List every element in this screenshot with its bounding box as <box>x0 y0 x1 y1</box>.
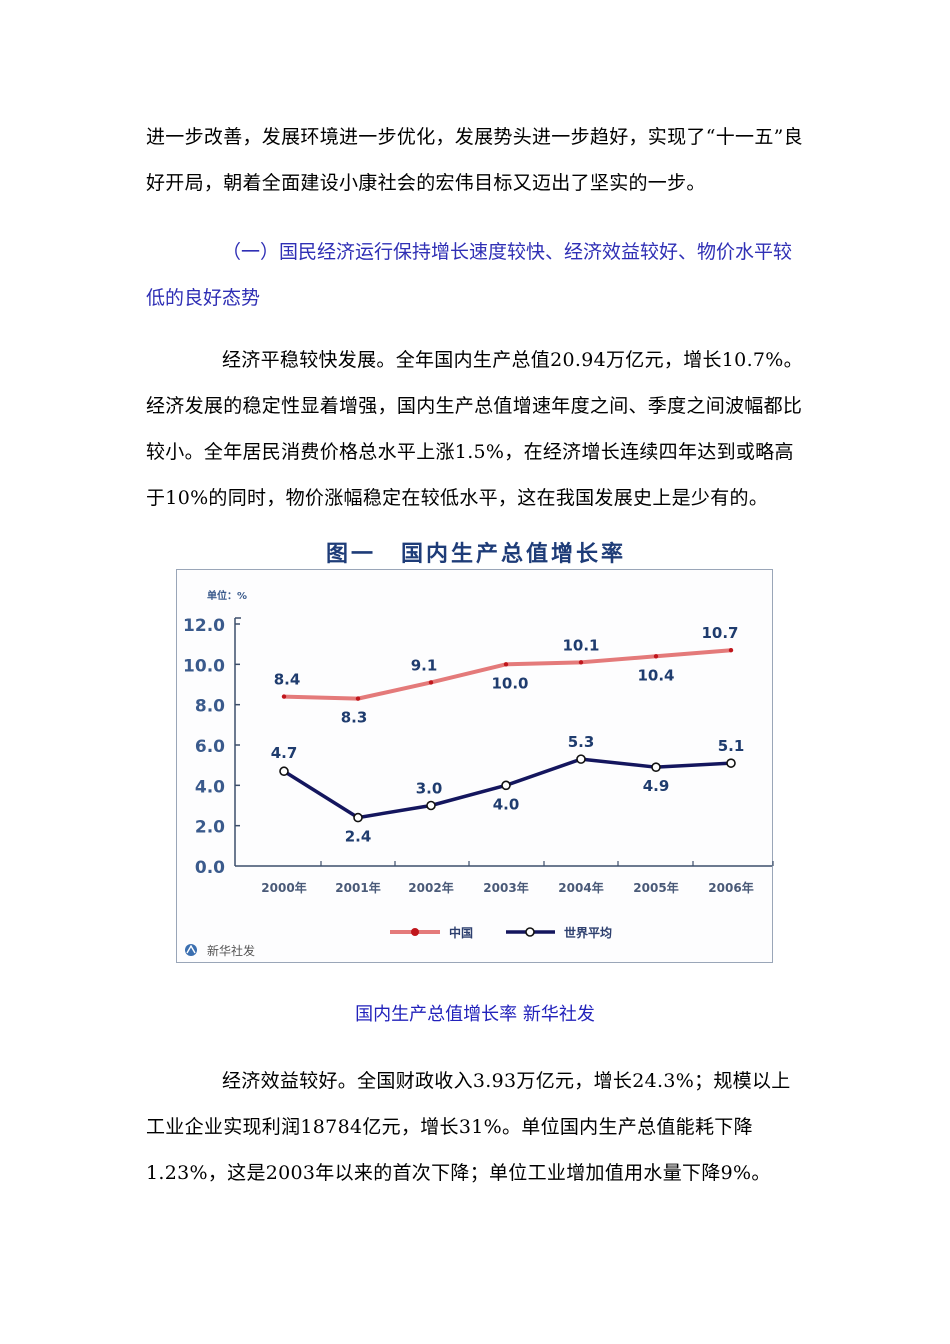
x-tick-label: 2000年 <box>261 880 306 895</box>
china-value-label: 10.4 <box>637 666 674 684</box>
legend-china-label: 中国 <box>449 925 473 940</box>
world-value-label: 4.0 <box>493 795 520 813</box>
china-marker <box>428 680 434 685</box>
section-heading: （一）国民经济运行保持增长速度较快、经济效益较好、物价水平较低的良好态势 <box>146 241 793 309</box>
china-marker <box>503 662 509 667</box>
world-value-label: 5.1 <box>718 737 745 755</box>
world-marker <box>353 812 363 823</box>
efficiency-paragraph: 经济效益较好。全国财政收入3.93万亿元，增长24.3%；规模以上工业企业实现利… <box>146 1070 791 1184</box>
x-tick-label: 2002年 <box>408 880 453 895</box>
x-tick-label: 2001年 <box>335 880 380 895</box>
y-tick-label: 6.0 <box>195 737 225 757</box>
world-value-label: 2.4 <box>345 828 372 846</box>
source-label: 新华社发 <box>207 943 255 958</box>
world-value-label: 5.3 <box>568 733 595 751</box>
chart-canvas: 单位：% 0.0 2.0 4.0 6.0 8.0 10.0 12.0 2000年 2001年 200… <box>183 589 774 958</box>
world-marker <box>651 762 661 772</box>
y-tick-label: 0.0 <box>195 858 225 878</box>
china-marker <box>728 648 734 653</box>
china-value-label: 10.0 <box>491 674 528 692</box>
y-tick-label: 10.0 <box>183 656 225 676</box>
china-value-label: 9.1 <box>411 656 438 674</box>
world-marker <box>576 754 586 764</box>
x-tick-label: 2005年 <box>633 880 678 895</box>
china-marker <box>578 660 584 665</box>
x-tick-label: 2004年 <box>558 880 603 895</box>
chart-title: 图一 国内生产总值增长率 <box>325 542 626 567</box>
china-marker <box>653 654 659 659</box>
china-value-label: 8.4 <box>274 671 301 689</box>
gdp-growth-chart: 单位：% 0.0 2.0 4.0 6.0 8.0 10.0 12.0 2000年 2001年 200… <box>176 569 774 963</box>
y-tick-label: 8.0 <box>195 697 225 717</box>
legend-world-marker <box>525 927 535 937</box>
legend-world-label: 世界平均 <box>564 925 612 940</box>
xinhua-logo-icon <box>185 944 197 956</box>
world-marker <box>279 766 289 777</box>
x-tick-label: 2006年 <box>708 880 753 895</box>
world-marker <box>426 800 436 811</box>
china-marker <box>355 696 361 701</box>
china-value-label: 8.3 <box>341 709 368 727</box>
x-tick-label: 2003年 <box>483 880 528 895</box>
world-marker <box>501 780 511 791</box>
y-tick-label: 12.0 <box>183 616 225 636</box>
world-value-label: 4.7 <box>271 744 298 762</box>
y-tick-label: 4.0 <box>195 777 225 797</box>
china-marker <box>281 694 287 699</box>
legend-china-marker <box>411 928 419 936</box>
china-value-label: 10.1 <box>562 636 599 654</box>
chart-caption: 国内生产总值增长率 新华社发 <box>355 1004 595 1025</box>
intro-paragraph: 进一步改善，发展环境进一步优化，发展势头进一步趋好，实现了“十一五”良好开局，朝… <box>146 126 803 194</box>
world-value-label: 3.0 <box>416 780 443 798</box>
world-value-label: 4.9 <box>643 777 670 795</box>
world-marker <box>726 758 736 768</box>
economy-paragraph: 经济平稳较快发展。全年国内生产总值20.94万亿元，增长10.7%。经济发展的稳… <box>146 349 803 509</box>
china-value-label: 10.7 <box>701 624 738 642</box>
y-tick-label: 2.0 <box>195 818 225 838</box>
unit-label: 单位：% <box>207 589 247 602</box>
